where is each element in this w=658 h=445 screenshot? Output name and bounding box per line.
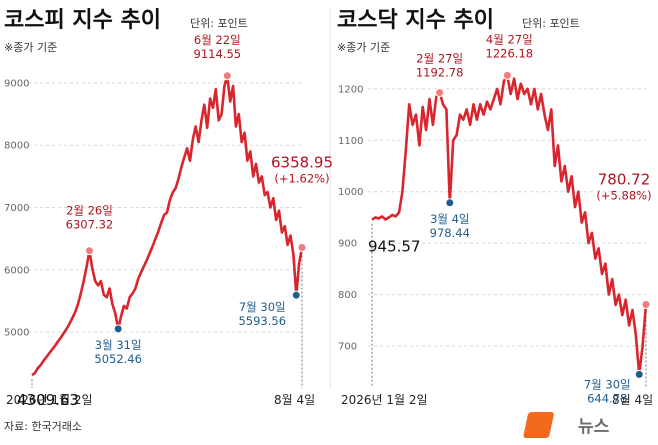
annotation-date: 7월 30일 bbox=[584, 377, 631, 391]
annotation-marker bbox=[634, 369, 644, 379]
annotation-marker bbox=[445, 198, 455, 208]
y-tick-label: 6000 bbox=[4, 265, 29, 276]
annotation-date: 6월 22일 bbox=[194, 33, 241, 47]
y-tick-label: 800 bbox=[338, 290, 357, 301]
annotation-marker bbox=[291, 290, 301, 300]
annotation-date: 2월 27일 bbox=[416, 52, 463, 66]
y-tick-label: 9000 bbox=[4, 78, 29, 89]
annotation-marker bbox=[84, 246, 94, 256]
annotation-date: 3월 4일 bbox=[430, 212, 469, 226]
y-tick-label: 700 bbox=[338, 342, 357, 353]
kospi-x-end-label: 8월 4일 bbox=[274, 393, 315, 407]
annotation-change: (+1.62%) bbox=[274, 171, 329, 185]
annotation-value: 1192.78 bbox=[416, 66, 464, 80]
annotation-marker bbox=[297, 242, 307, 252]
logo-mark: 1 bbox=[619, 416, 632, 437]
y-tick-label: 1200 bbox=[338, 84, 363, 95]
annotation-value: 945.57 bbox=[368, 238, 421, 256]
kospi-chart: 5000 6000 7000 8000 9000 4309.63 2월 26일6307.32… bbox=[4, 33, 333, 409]
kosdaq-unit: 단위: 포인트 bbox=[522, 17, 580, 30]
logo-text: 뉴스 bbox=[578, 417, 610, 437]
annotation-marker bbox=[435, 88, 445, 98]
y-tick-label: 5000 bbox=[4, 328, 29, 339]
annotation-value: 780.72 bbox=[598, 170, 651, 188]
kosdaq-subtitle: ※종가 기준 bbox=[337, 41, 390, 54]
y-tick-label: 900 bbox=[338, 239, 357, 250]
annotation-marker bbox=[222, 71, 232, 81]
series-line bbox=[371, 74, 648, 376]
annotation-value: 5052.46 bbox=[94, 352, 142, 366]
y-tick-label: 1100 bbox=[338, 136, 363, 147]
annotation-change: (+5.88%) bbox=[596, 188, 651, 202]
kosdaq-x-start-label: 2026년 1월 2일 bbox=[341, 393, 428, 407]
kosdaq-chart: 700 800 900 1000 1100 1200 945.57 2월 27일1192.78… bbox=[338, 32, 652, 405]
annotation-date: 7월 30일 bbox=[239, 300, 286, 314]
annotation-value: 978.44 bbox=[430, 226, 470, 240]
annotation-date: 2월 26일 bbox=[66, 204, 113, 218]
annotation-value: 5593.56 bbox=[238, 314, 286, 328]
kospi-unit: 단위: 포인트 bbox=[190, 17, 248, 30]
y-tick-label: 1000 bbox=[338, 187, 363, 198]
annotation-value: 6307.32 bbox=[66, 218, 114, 232]
annotation-value: 9114.55 bbox=[194, 47, 242, 61]
news1-logo: 뉴스 1 bbox=[523, 412, 632, 438]
source-note: 자료: 한국거래소 bbox=[4, 420, 82, 433]
kospi-title: 코스피 지수 추이 bbox=[4, 8, 161, 33]
kosdaq-title: 코스닥 지수 추이 bbox=[337, 8, 494, 33]
annotation-value: 6358.95 bbox=[271, 153, 333, 171]
kospi-x-start-label: 2026년 1월 2일 bbox=[6, 393, 93, 407]
annotation-value: 644.78 bbox=[587, 391, 627, 405]
annotation-date: 3월 31일 bbox=[95, 338, 142, 352]
annotation-marker bbox=[641, 299, 651, 309]
logo-mark-box bbox=[523, 412, 554, 438]
annotation-value: 4309.63 bbox=[17, 391, 79, 409]
kospi-subtitle: ※종가 기준 bbox=[4, 41, 57, 54]
annotation-value: 1226.18 bbox=[486, 46, 534, 60]
annotation-marker bbox=[502, 70, 512, 80]
annotation-date: 4월 27일 bbox=[486, 32, 533, 46]
y-tick-label: 8000 bbox=[4, 141, 29, 152]
annotation-marker bbox=[113, 324, 123, 334]
kosdaq-x-end-label: 8월 4일 bbox=[612, 393, 653, 407]
y-tick-label: 7000 bbox=[4, 203, 29, 214]
series-line bbox=[31, 74, 304, 377]
